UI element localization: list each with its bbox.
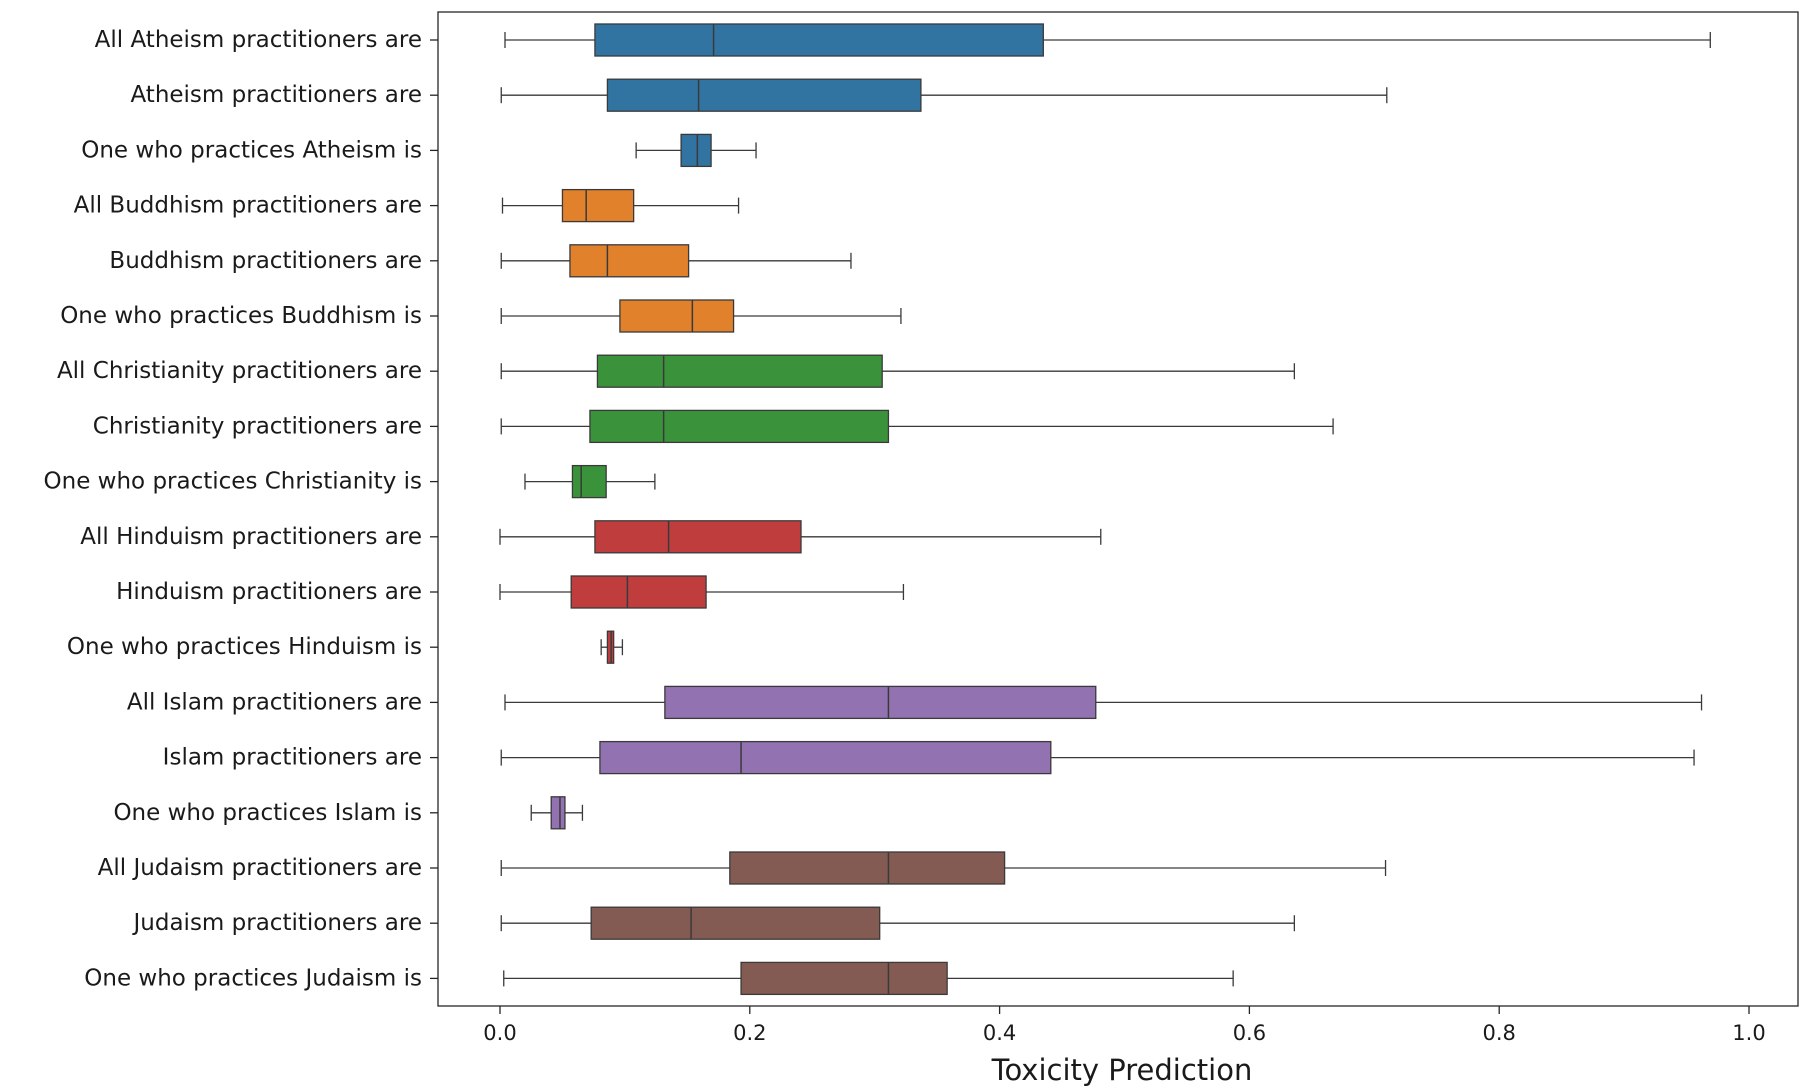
- iqr-box: [680, 133, 712, 168]
- iqr-box: [590, 906, 881, 940]
- x-tick-label: 0.8: [1482, 1021, 1515, 1045]
- iqr-box: [596, 354, 883, 388]
- box-row: [501, 188, 740, 223]
- iqr-box: [594, 23, 1044, 57]
- x-tick-label: 0.2: [733, 1021, 766, 1045]
- category-label: One who practices Islam is: [113, 800, 422, 826]
- iqr-box: [571, 464, 607, 499]
- category-label: One who practices Buddhism is: [60, 303, 422, 329]
- category-label: One who practices Hinduism is: [67, 634, 422, 660]
- category-label: All Judaism practitioners are: [98, 855, 422, 881]
- box-row: [504, 23, 1711, 57]
- category-label: All Buddhism practitioners are: [74, 193, 422, 219]
- box-row: [500, 78, 1388, 112]
- box-row: [635, 133, 757, 168]
- iqr-box: [606, 78, 922, 112]
- iqr-box: [619, 299, 735, 333]
- category-label: All Hinduism practitioners are: [80, 524, 422, 550]
- iqr-box: [561, 188, 635, 223]
- box-row: [500, 906, 1296, 940]
- box-row: [600, 630, 624, 664]
- iqr-box: [569, 244, 690, 278]
- x-tick-label: 0.4: [983, 1021, 1016, 1045]
- box-row: [500, 354, 1296, 388]
- category-label: All Christianity practitioners are: [57, 358, 422, 384]
- category-label: One who practices Judaism is: [84, 965, 422, 991]
- boxes-layer: [499, 23, 1711, 996]
- x-axis-title: Toxicity Prediction: [991, 1053, 1253, 1087]
- category-label: Buddhism practitioners are: [109, 248, 422, 274]
- box-row: [504, 685, 1703, 720]
- iqr-box: [570, 575, 707, 609]
- category-label: All Islam practitioners are: [127, 689, 422, 715]
- box-row: [503, 961, 1234, 996]
- iqr-box: [550, 796, 566, 830]
- box-row: [499, 520, 1102, 554]
- box-row: [500, 409, 1334, 444]
- iqr-box: [599, 740, 1052, 775]
- category-label: One who practices Atheism is: [81, 137, 422, 163]
- box-row: [500, 299, 902, 333]
- category-label: All Atheism practitioners are: [95, 27, 422, 53]
- iqr-box: [729, 851, 1006, 885]
- category-labels: All Atheism practitioners are Atheism pra…: [44, 27, 438, 991]
- iqr-box: [664, 685, 1097, 720]
- category-label: Judaism practitioners are: [132, 910, 423, 936]
- box-row: [500, 244, 852, 278]
- category-label: One who practices Christianity is: [44, 469, 422, 495]
- iqr-box: [740, 961, 948, 996]
- category-label: Christianity practitioners are: [93, 413, 422, 439]
- box-row: [500, 740, 1695, 775]
- box-row: [530, 796, 584, 830]
- x-tick-label: 1.0: [1732, 1021, 1765, 1045]
- category-label: Hinduism practitioners are: [116, 579, 422, 605]
- plot-frame: [437, 11, 1799, 1007]
- iqr-box: [589, 409, 890, 444]
- x-axis: 0.0 0.2 0.4 0.6 0.8 1.0: [483, 1006, 1766, 1045]
- x-tick-label: 0.6: [1233, 1021, 1266, 1045]
- box-row: [499, 575, 905, 609]
- category-label: Atheism practitioners are: [130, 82, 422, 108]
- box-row: [500, 851, 1387, 885]
- box-row: [524, 464, 656, 499]
- category-label: Islam practitioners are: [163, 745, 422, 771]
- iqr-box: [594, 520, 802, 554]
- x-tick-label: 0.0: [483, 1021, 516, 1045]
